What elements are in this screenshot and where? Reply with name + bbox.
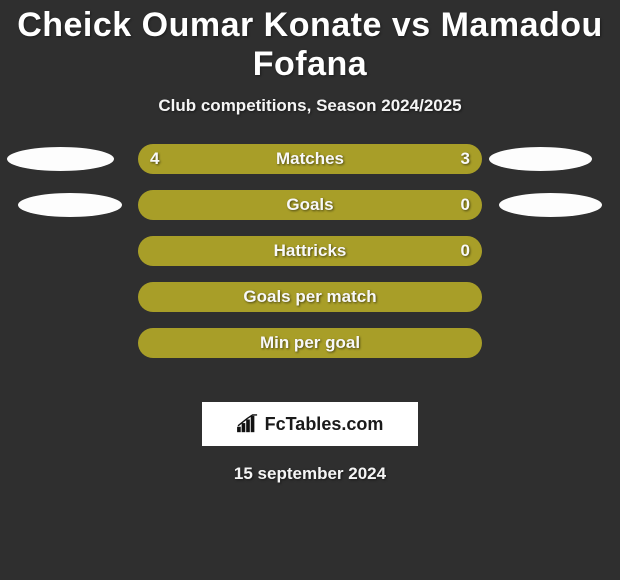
date-text: 15 september 2024: [0, 464, 620, 484]
stat-bar-track: Hattricks0: [138, 236, 482, 266]
player2-value: 0: [461, 190, 470, 220]
bar-chart-icon: [237, 414, 259, 434]
brand-box[interactable]: FcTables.com: [202, 402, 418, 446]
brand-text: FcTables.com: [265, 414, 384, 435]
player1-bar: [138, 236, 482, 266]
stat-bar-track: Min per goal: [138, 328, 482, 358]
player1-bar: [138, 144, 334, 174]
stat-row-goals-per-match: Goals per match: [0, 282, 620, 328]
stat-row-min-per-goal: Min per goal: [0, 328, 620, 374]
comparison-chart: Matches43Goals0Hattricks0Goals per match…: [0, 144, 620, 384]
stat-bar-track: Goals0: [138, 190, 482, 220]
player1-value: 4: [150, 144, 159, 174]
player1-marker: [18, 193, 122, 217]
stat-bar-track: Goals per match: [138, 282, 482, 312]
brand-label: FcTables.com: [237, 414, 384, 435]
subtitle: Club competitions, Season 2024/2025: [0, 96, 620, 116]
stat-row-matches: Matches43: [0, 144, 620, 190]
player1-bar: [138, 328, 482, 358]
player1-marker: [7, 147, 114, 171]
stat-row-goals: Goals0: [0, 190, 620, 236]
player2-marker: [499, 193, 602, 217]
player1-bar: [138, 282, 482, 312]
stat-row-hattricks: Hattricks0: [0, 236, 620, 282]
player2-marker: [489, 147, 592, 171]
stat-bar-track: Matches43: [138, 144, 482, 174]
player1-bar: [138, 190, 482, 220]
page-title: Cheick Oumar Konate vs Mamadou Fofana: [0, 0, 620, 84]
player2-value: 0: [461, 236, 470, 266]
player2-value: 3: [461, 144, 470, 174]
